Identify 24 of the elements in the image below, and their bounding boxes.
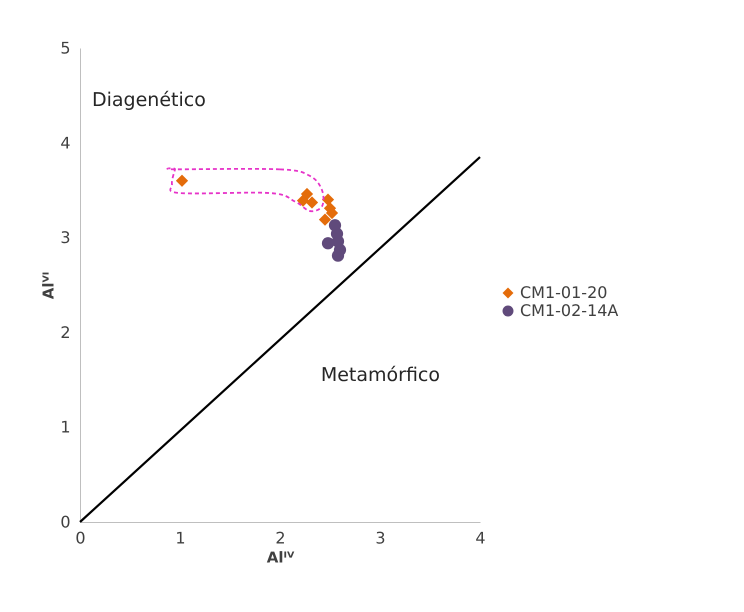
- point: [296, 194, 310, 207]
- y-axis-title: Alⱽᴵ: [39, 272, 58, 300]
- annotation: Metamórfico: [320, 364, 440, 386]
- point: [332, 250, 344, 262]
- x-tick-label: 2: [275, 528, 286, 548]
- legend-label: CM1-01-20: [520, 283, 608, 302]
- y-tick-label: 1: [60, 418, 70, 437]
- annotation: Diagenético: [92, 89, 206, 112]
- x-axis-title: Alᴵⱽ: [266, 548, 295, 566]
- x-tick-label: 3: [375, 528, 386, 548]
- y-tick-label: 5: [60, 38, 70, 58]
- x-tick-label: 1: [175, 528, 186, 548]
- x-tick-label: 0: [75, 528, 86, 548]
- y-tick-label: 2: [60, 322, 70, 342]
- point: [176, 174, 188, 187]
- x-tick-label: 4: [475, 528, 486, 548]
- y-tick-label: 4: [60, 133, 70, 152]
- legend-label: CM1-02-14A: [520, 301, 618, 320]
- y-tick-label: 3: [60, 228, 70, 248]
- y-tick-label: 0: [60, 512, 70, 532]
- point: [306, 196, 318, 209]
- point: [318, 213, 332, 226]
- point: [300, 188, 314, 200]
- point: [322, 237, 334, 250]
